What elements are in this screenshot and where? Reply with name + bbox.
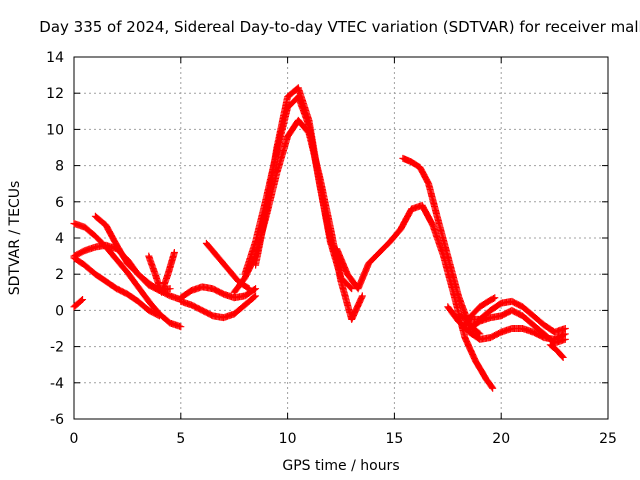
- series-sat-r: [459, 294, 499, 332]
- series-sat-q: [465, 306, 569, 347]
- series-sat-i: [202, 239, 253, 293]
- x-tick-label: 25: [599, 431, 617, 447]
- tick-labels: 0 5 10 15 20 25 -6 -4 -2 0 2 4 6 8 10 12 14: [46, 50, 617, 447]
- series-markers: [465, 306, 569, 347]
- series-markers: [91, 212, 185, 304]
- series-markers: [145, 248, 178, 296]
- series-markers: [252, 84, 345, 275]
- series-markers: [177, 283, 260, 302]
- series-markers: [459, 294, 499, 332]
- data-series: [70, 84, 569, 392]
- series-markers: [177, 292, 260, 322]
- series-markers: [202, 239, 253, 293]
- series-sat-a: [70, 220, 185, 331]
- y-tick-label: 6: [55, 195, 64, 211]
- x-tick-label: 10: [279, 431, 297, 447]
- x-tick-label: 20: [492, 431, 510, 447]
- series-sat-f: [145, 248, 178, 296]
- series-sat-e: [70, 296, 87, 311]
- x-axis-label: GPS time / hours: [282, 458, 399, 474]
- y-axis-label: SDTVAR / TECUs: [7, 181, 23, 296]
- series-sat-l: [252, 84, 345, 275]
- y-tick-label: 2: [55, 267, 64, 283]
- y-tick-label: 4: [55, 231, 64, 247]
- y-tick-label: -2: [50, 340, 64, 356]
- chart-title: Day 335 of 2024, Sidereal Day-to-day VTE…: [39, 18, 640, 36]
- y-tick-label: 14: [46, 50, 64, 66]
- series-markers: [546, 341, 567, 361]
- y-tick-label: -6: [50, 412, 64, 428]
- series-markers: [70, 220, 185, 331]
- x-tick-label: 15: [385, 431, 403, 447]
- y-tick-label: 10: [46, 122, 64, 138]
- y-tick-label: -4: [50, 376, 64, 392]
- series-sat-d: [91, 212, 185, 304]
- y-tick-label: 12: [46, 86, 64, 102]
- y-tick-label: 8: [55, 159, 64, 175]
- series-sat-h: [177, 283, 260, 302]
- series-sat-s: [546, 341, 567, 361]
- series-markers: [70, 296, 87, 311]
- x-tick-label: 5: [176, 431, 185, 447]
- axis-ticks: [73, 56, 609, 420]
- y-tick-label: 0: [55, 303, 64, 319]
- series-sat-g: [177, 292, 260, 322]
- x-tick-label: 0: [70, 431, 79, 447]
